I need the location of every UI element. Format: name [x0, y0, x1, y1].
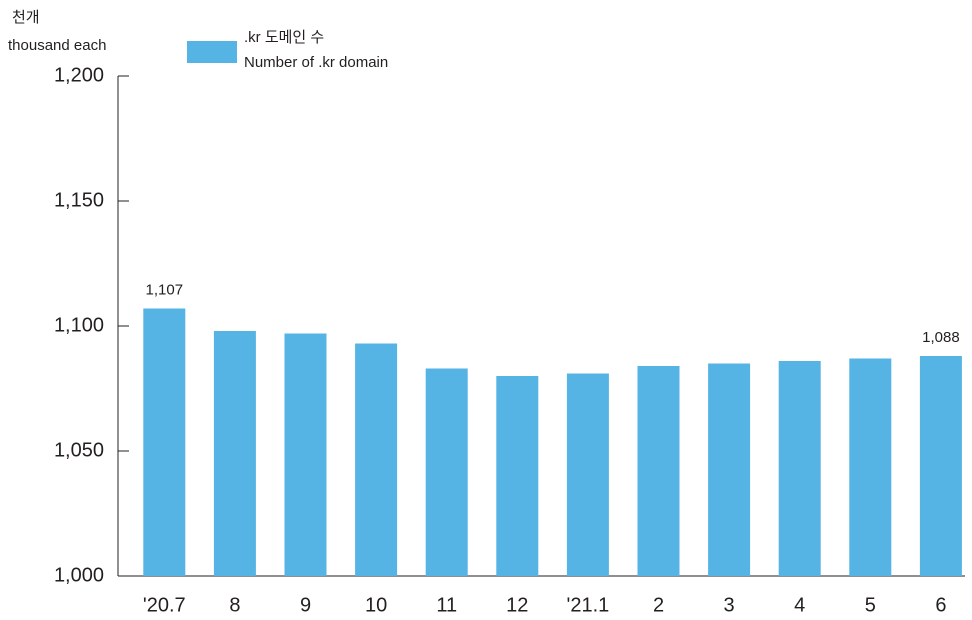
bar: [637, 366, 680, 576]
y-axis-label: thousand each: [8, 37, 106, 54]
bar: [778, 361, 821, 576]
x-tick-label: '20.7: [143, 594, 186, 616]
bar: [425, 368, 468, 576]
x-tick-label: 8: [229, 594, 240, 616]
value-label: 1,088: [922, 329, 960, 346]
legend-label: .kr 도메인 수: [244, 29, 324, 46]
x-tick-label: 10: [365, 594, 387, 616]
legend-label: Number of .kr domain: [244, 54, 388, 71]
x-tick-label: '21.1: [567, 594, 610, 616]
y-tick-label: 1,000: [54, 564, 104, 586]
y-axis-label: 천개: [12, 9, 40, 26]
x-tick-label: 12: [506, 594, 528, 616]
bar: [496, 376, 539, 576]
value-label: 1,107: [146, 281, 184, 298]
x-tick-label: 6: [935, 594, 946, 616]
x-tick-label: 2: [653, 594, 664, 616]
x-tick-label: 3: [724, 594, 735, 616]
bar: [284, 333, 327, 576]
bar: [566, 373, 609, 576]
legend-swatch: [187, 41, 237, 63]
bar: [213, 331, 256, 576]
bar: [849, 358, 892, 576]
x-tick-label: 5: [865, 594, 876, 616]
x-tick-label: 4: [794, 594, 805, 616]
x-tick-label: 11: [436, 594, 457, 616]
y-tick-label: 1,200: [54, 64, 104, 86]
bar: [919, 356, 962, 576]
bar: [708, 363, 751, 576]
bar: [355, 343, 398, 576]
y-tick-label: 1,050: [54, 439, 104, 461]
y-tick-label: 1,100: [54, 314, 104, 336]
x-tick-label: 9: [300, 594, 311, 616]
bar: [143, 308, 186, 576]
y-tick-label: 1,150: [54, 189, 104, 211]
